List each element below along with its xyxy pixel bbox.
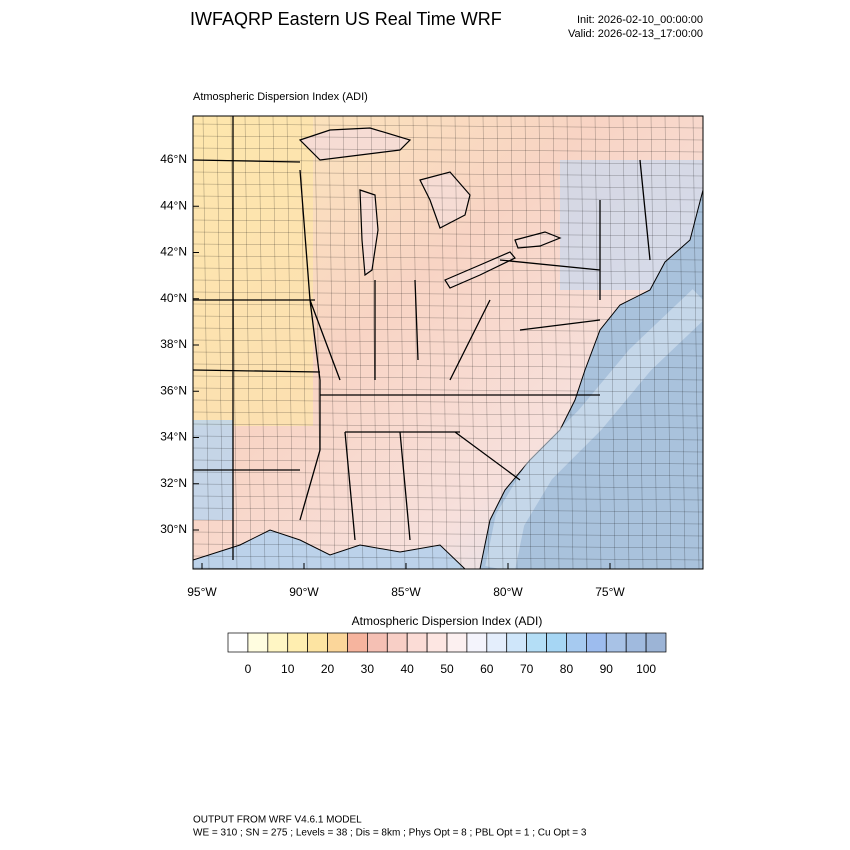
color-box: [347, 632, 368, 653]
county-borders: [193, 116, 703, 569]
state-borders: [193, 116, 651, 560]
color-box: [287, 632, 308, 653]
lat-label: 38°N: [160, 337, 187, 351]
color-box: [645, 632, 667, 653]
lake-erie: [444, 251, 516, 289]
colorbar-tick-label: 40: [401, 662, 415, 676]
color-box: [446, 632, 468, 653]
init-time: Init: 2026-02-10_00:00:00: [577, 14, 703, 26]
colorbar-tick-label: 60: [480, 662, 494, 676]
color-box: [625, 632, 647, 653]
colorbar-tick-label: 80: [560, 662, 574, 676]
gulf-of-mexico: [193, 529, 466, 569]
map-subtitle: Atmospheric Dispersion Index (ADI): [193, 91, 368, 103]
lon-label: 85°W: [391, 585, 421, 599]
color-box: [426, 632, 448, 653]
color-box: [605, 632, 627, 653]
lon-label: 95°W: [187, 585, 217, 599]
color-box: [327, 632, 348, 653]
lat-label: 40°N: [160, 291, 187, 305]
colorbar-tick-label: 50: [440, 662, 454, 676]
valid-time: Valid: 2026-02-13_17:00:00: [568, 28, 703, 40]
colorbar-tick-label: 90: [600, 662, 614, 676]
colorbar-tick-label: 70: [520, 662, 534, 676]
map-axes: 46°N 44°N 42°N 40°N 38°N 36°N 34°N 32°N 30°N 95°W…: [160, 152, 625, 599]
footer-line: OUTPUT FROM WRF V4.6.1 MODEL: [193, 815, 362, 826]
color-box: [566, 632, 587, 653]
lat-label: 44°N: [160, 198, 187, 212]
color-box: [466, 632, 488, 653]
lat-label: 32°N: [160, 476, 187, 490]
color-box: [586, 632, 607, 653]
colorbar-title: Atmospheric Dispersion Index (ADI): [352, 614, 543, 628]
colorbar: 0 10 20 30 40 50 60 70 80 90 100: [227, 632, 667, 676]
ocean-shelf: [485, 289, 703, 569]
lat-label: 34°N: [160, 430, 187, 444]
title: IWFAQRP Eastern US Real Time WRF: [190, 9, 502, 29]
colorbar-tick-label: 30: [361, 662, 375, 676]
colorbar-tick-label: 0: [245, 662, 252, 676]
color-box: [386, 632, 408, 653]
color-box: [406, 632, 428, 653]
color-box: [486, 632, 508, 653]
colorbar-tick-label: 20: [321, 662, 335, 676]
county-lines: [193, 116, 703, 569]
footer-line: WE = 310 ; SN = 275 ; Levels = 38 ; Dis …: [193, 828, 587, 839]
lon-label: 75°W: [595, 585, 625, 599]
map-frame: [192, 115, 704, 570]
map: [193, 116, 703, 569]
color-box: [546, 632, 567, 653]
colorbar-tick-label: 100: [636, 662, 656, 676]
lat-label: 30°N: [160, 522, 187, 536]
lat-label: 46°N: [160, 152, 187, 166]
lat-label: 42°N: [160, 245, 187, 259]
lake-michigan: [359, 189, 379, 277]
color-box: [227, 632, 249, 653]
color-box: [367, 632, 388, 653]
color-box: [307, 632, 328, 653]
color-box: [526, 632, 547, 653]
land-west: [193, 116, 313, 426]
lon-label: 80°W: [493, 585, 523, 599]
color-box: [247, 632, 269, 653]
lon-label: 90°W: [289, 585, 319, 599]
lat-label: 36°N: [160, 383, 187, 397]
colorbar-tick-label: 10: [281, 662, 295, 676]
lake-superior: [298, 127, 412, 161]
color-box: [506, 632, 527, 653]
color-box: [267, 632, 289, 653]
